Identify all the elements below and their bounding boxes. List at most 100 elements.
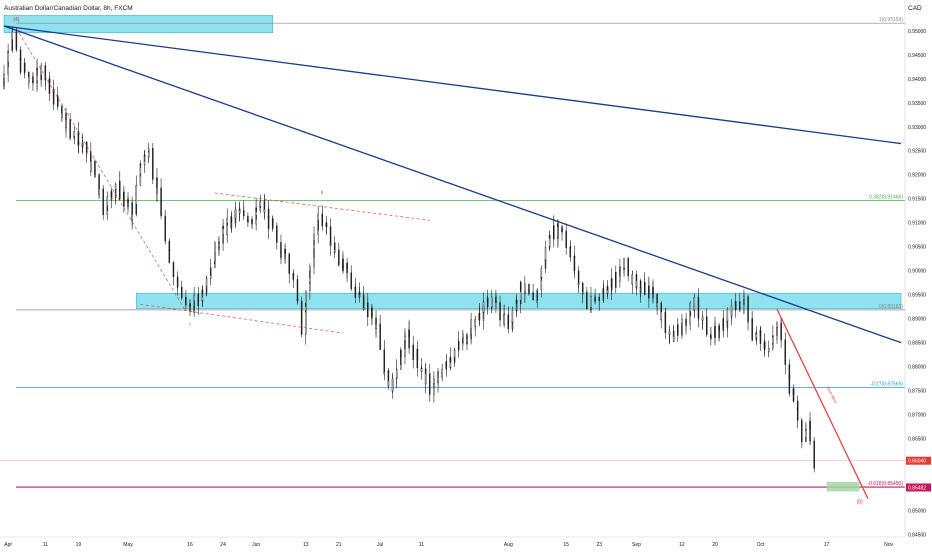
candle-body — [94, 174, 96, 178]
candle-body — [321, 214, 324, 227]
candle-body — [214, 241, 216, 262]
candle-body — [433, 386, 435, 395]
candle-body — [470, 319, 472, 335]
candle-body — [48, 78, 51, 94]
candle-body — [296, 299, 299, 302]
candle-body — [457, 341, 460, 343]
candle-body — [689, 302, 691, 313]
current-price-badge — [906, 456, 931, 465]
steep-trendline — [3, 25, 902, 344]
x-tick-label: Oct — [757, 542, 765, 548]
target-price-text: 0.85482 — [908, 485, 926, 491]
candle-body — [395, 369, 398, 379]
candle-body — [416, 349, 419, 360]
candle-body — [553, 225, 555, 239]
candle-body — [131, 213, 133, 222]
x-tick-label: 23 — [596, 542, 602, 548]
candle-body — [292, 273, 295, 280]
candle-body — [197, 294, 200, 302]
candle-body — [358, 292, 361, 296]
x-tick-label: 11 — [419, 542, 424, 548]
candle-body — [643, 282, 646, 295]
candle-body — [437, 371, 439, 374]
candle-body — [449, 357, 452, 363]
x-tick-label: Jun — [252, 542, 260, 548]
candle-body — [40, 65, 42, 76]
candle-body — [123, 201, 125, 207]
candle-body — [759, 335, 762, 344]
candle-body — [734, 301, 737, 311]
x-tick-label: 12 — [679, 542, 685, 548]
candle-body — [317, 214, 319, 221]
candle-body — [462, 334, 464, 338]
candle-body — [284, 248, 286, 255]
candle-body — [15, 43, 18, 50]
candle-body — [181, 294, 183, 299]
y-tick-label: 0.88500 — [908, 341, 926, 347]
candle-body — [305, 310, 307, 335]
candle-body — [495, 300, 497, 303]
x-tick-label: 19 — [76, 542, 82, 548]
candle-body — [172, 274, 175, 278]
candle-body — [271, 224, 274, 227]
candle-body — [424, 373, 427, 385]
candle-body — [309, 266, 311, 272]
zones-layer — [3, 15, 902, 309]
y-tick-label: 0.85000 — [908, 509, 926, 515]
y-tick-label: 0.90000 — [908, 269, 926, 275]
candle-body — [573, 267, 576, 272]
candle-body — [255, 207, 257, 211]
candle-body — [796, 407, 799, 421]
candle-body — [813, 458, 815, 469]
candle-body — [251, 222, 253, 225]
y-tick-label: 0.93500 — [908, 101, 926, 107]
candle-body — [201, 289, 204, 294]
candle-body — [313, 234, 315, 241]
current-price-text: 0.86040 — [908, 459, 926, 465]
candle-body — [412, 350, 414, 360]
candle-body — [805, 429, 807, 431]
candle-body — [81, 141, 84, 144]
fib-level-0382-label: 0.382(0.91466) — [869, 194, 903, 200]
candle-body — [635, 280, 638, 287]
candle-body — [218, 246, 220, 250]
candle-body — [325, 222, 328, 227]
candle-body — [466, 338, 468, 343]
candle-body — [602, 288, 605, 294]
candle-body — [65, 119, 67, 129]
candle-body — [445, 362, 448, 367]
candle-body — [615, 272, 617, 282]
candle-body — [102, 204, 104, 215]
candle-body — [408, 335, 410, 349]
candle-body — [387, 380, 390, 387]
x-tick-label: Aug — [504, 542, 513, 548]
candle-body — [119, 182, 121, 200]
candle-body — [205, 278, 208, 287]
fib-level-1-label: 1(0.95159) — [879, 17, 904, 23]
candle-body — [755, 333, 758, 339]
candle-body — [718, 330, 720, 332]
y-tick-label: 0.87000 — [908, 413, 926, 419]
candle-body — [7, 50, 9, 52]
x-tick-label: Nov — [884, 542, 893, 548]
symbol-title: Australian Dollar/Canadian Dollar, 8h, F… — [4, 5, 133, 12]
candle-body — [57, 103, 59, 107]
candle-body — [590, 296, 592, 308]
candle-body — [648, 285, 650, 299]
candle-body — [586, 305, 588, 309]
x-tick-label: 13 — [303, 542, 309, 548]
candle-body — [135, 185, 138, 205]
candle-body — [743, 296, 745, 300]
candle-body — [672, 332, 675, 335]
candle-body — [429, 392, 431, 395]
candle-body — [776, 322, 778, 328]
candle-body — [127, 202, 129, 206]
candle-body — [383, 349, 386, 360]
x-tick-label: 11 — [43, 542, 48, 548]
candle-body — [420, 368, 423, 372]
candle-body — [234, 208, 237, 219]
candle-body — [693, 297, 696, 311]
candle-body — [383, 371, 386, 375]
